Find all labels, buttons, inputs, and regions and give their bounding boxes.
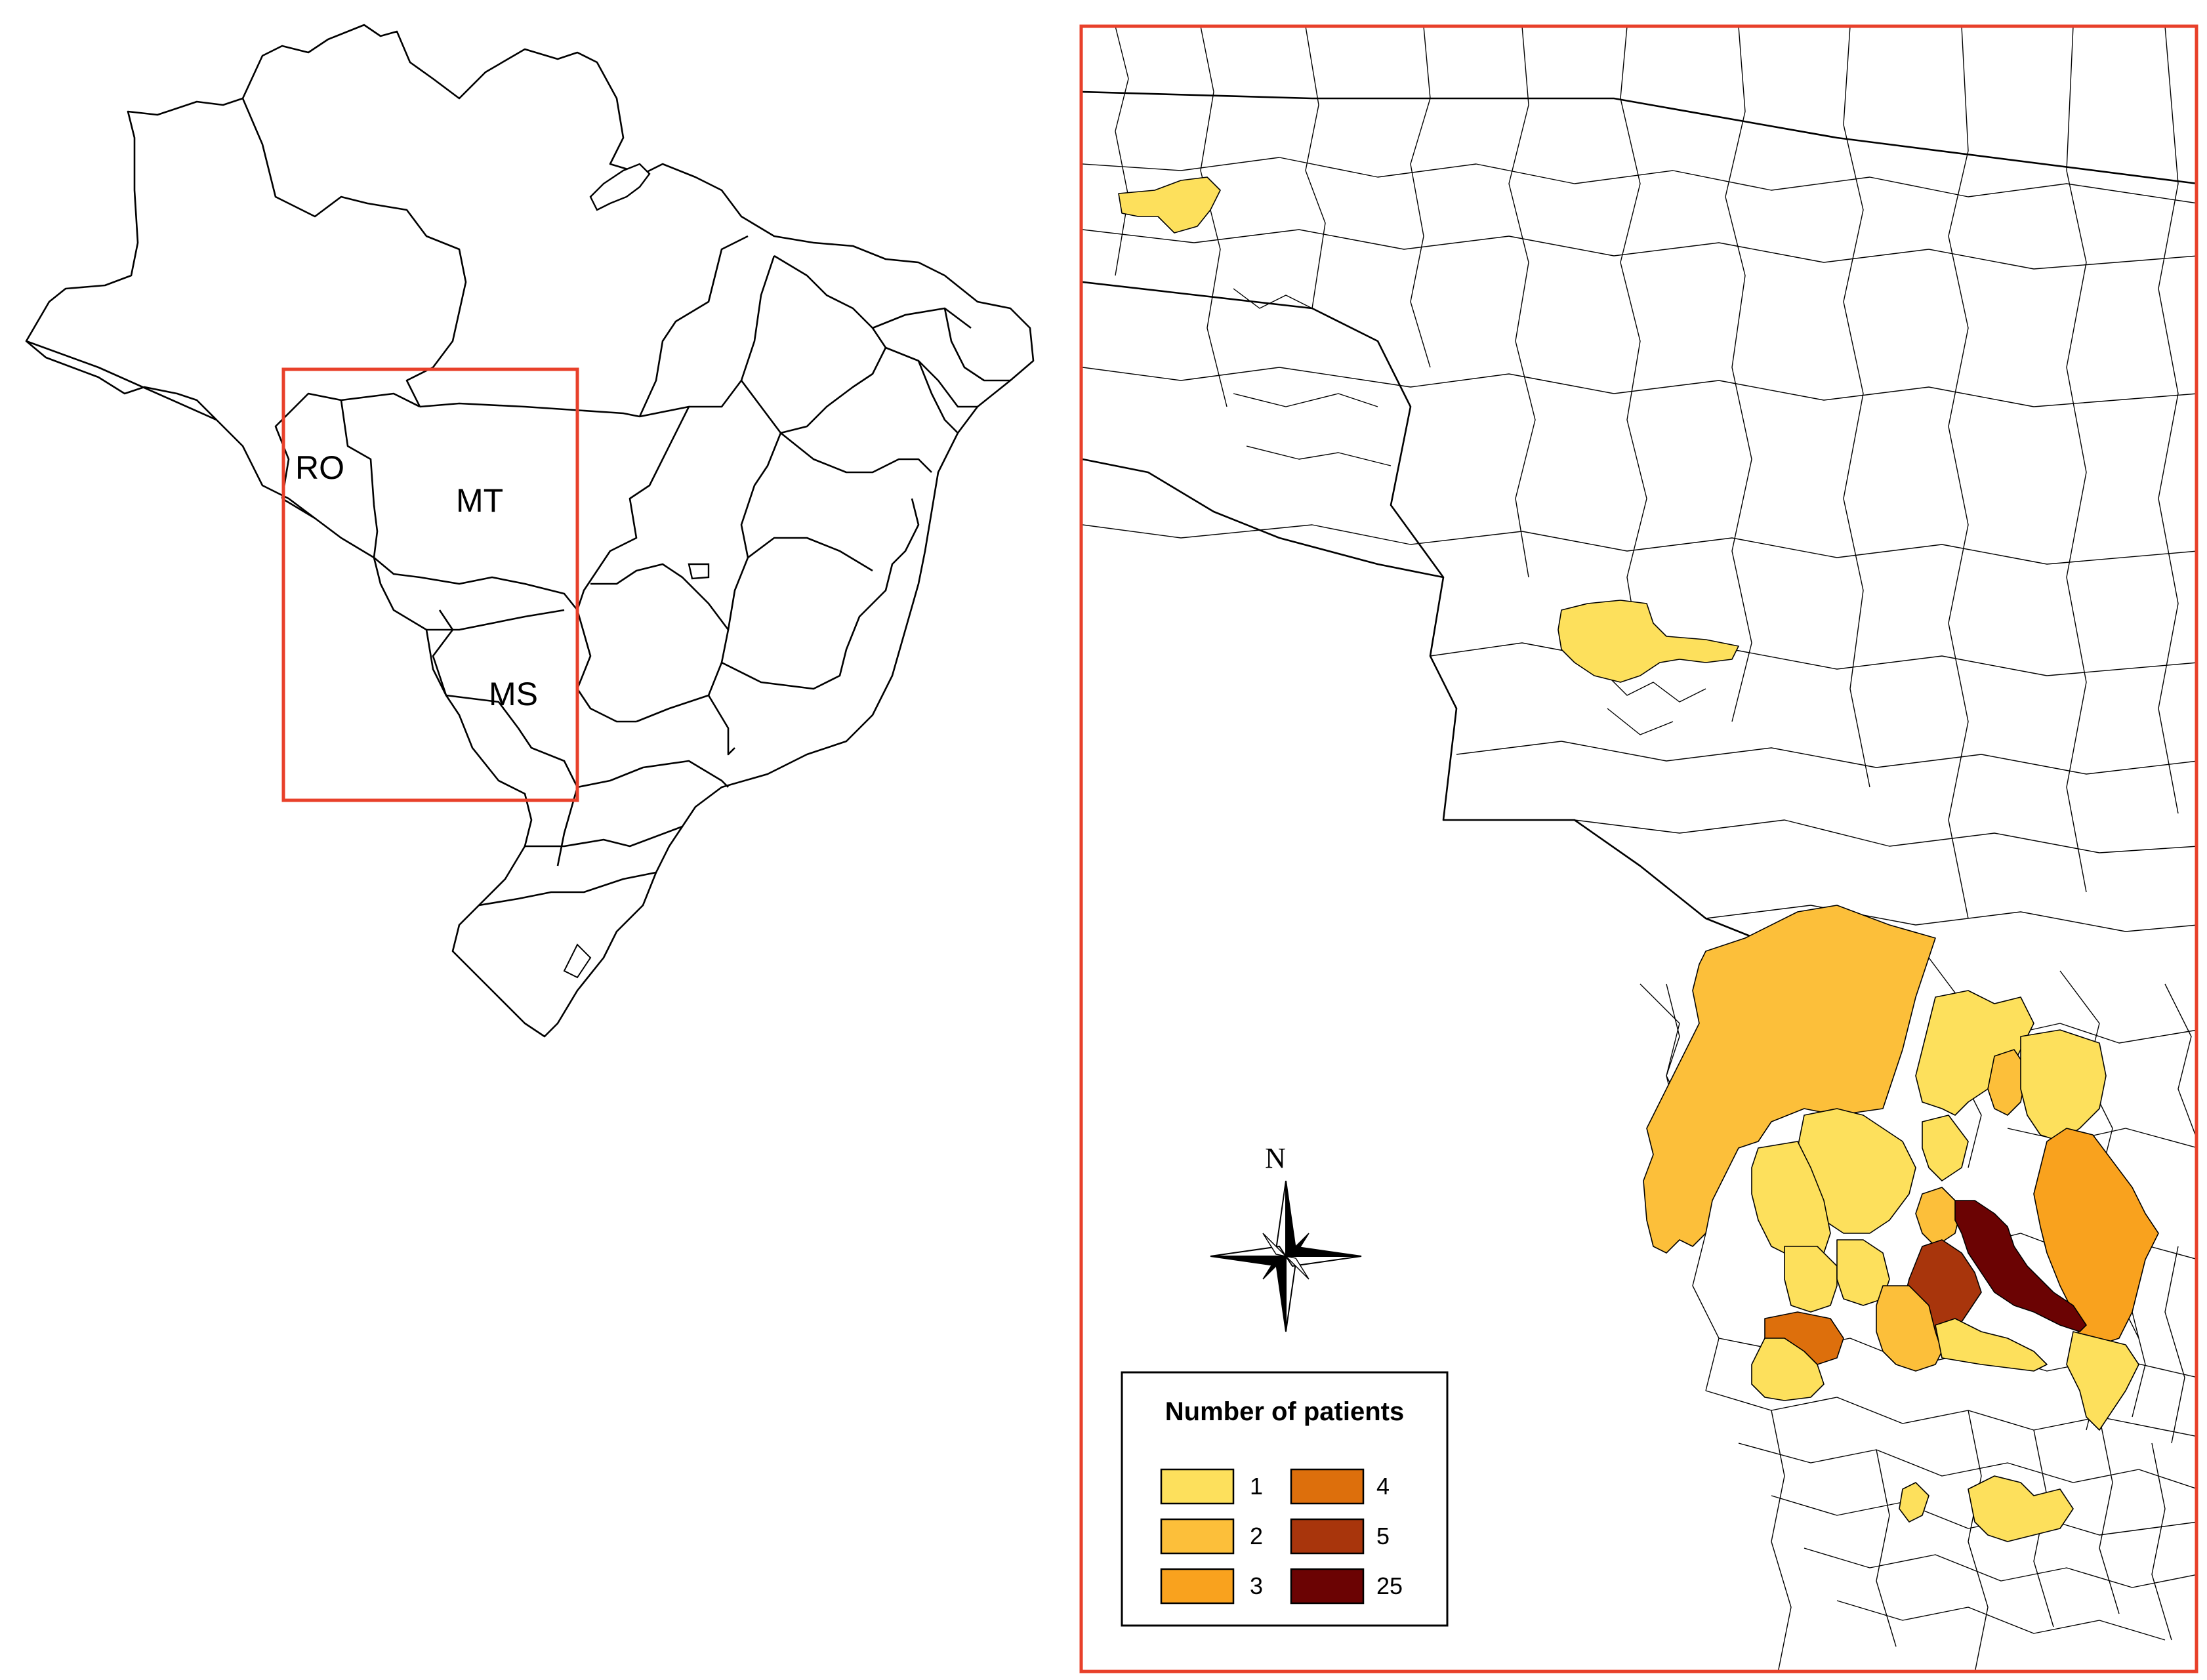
- legend-item: 2: [1160, 1518, 1263, 1555]
- municipality-1-south-a: [1784, 1246, 1838, 1313]
- municipality-1-north: [1118, 176, 1221, 234]
- state-borders: [26, 98, 1010, 907]
- brazil-outline: [25, 24, 1035, 1038]
- overview-study-area-box: [281, 367, 579, 802]
- legend-item: 1: [1160, 1468, 1263, 1505]
- legend-label: 5: [1376, 1523, 1390, 1549]
- legend-swatch: [1160, 1568, 1235, 1605]
- municipality-1-central: [1557, 600, 1739, 683]
- legend-item: 25: [1290, 1568, 1403, 1605]
- legend-label: 25: [1376, 1572, 1403, 1599]
- north-arrow: N: [1210, 1142, 1362, 1332]
- municipality-1-east-b: [2020, 1029, 2107, 1142]
- municipality-1-south-e: [2066, 1331, 2139, 1431]
- colored-municipalities: [1118, 176, 2159, 1542]
- detail-municipality-map: N Number of patients 1 2: [1079, 24, 2198, 1673]
- legend-label: 4: [1376, 1473, 1390, 1500]
- legend-item: 3: [1160, 1568, 1263, 1605]
- municipality-2-south: [1876, 1285, 1943, 1372]
- legend-item: 5: [1290, 1518, 1390, 1555]
- municipality-3-east: [2033, 1128, 2159, 1345]
- legend: Number of patients 1 2 3 4 5: [1121, 1371, 1449, 1627]
- brazil-overview-map: RO MT MS: [25, 24, 1035, 1038]
- north-label: N: [1265, 1142, 1286, 1174]
- legend-swatch: [1160, 1518, 1235, 1555]
- legend-label: 1: [1250, 1473, 1263, 1500]
- municipality-2-east: [1987, 1049, 2028, 1116]
- municipality-boundaries: [1083, 26, 2198, 1673]
- legend-swatch: [1160, 1468, 1235, 1505]
- legend-label: 2: [1250, 1523, 1263, 1549]
- detail-map-frame: [1079, 24, 2198, 1673]
- legend-swatch: [1290, 1568, 1365, 1605]
- municipality-1-south-f: [1899, 1482, 1929, 1523]
- municipality-1-south-d: [1751, 1338, 1825, 1401]
- municipality-1-center-c: [1922, 1115, 1969, 1181]
- municipality-2-center: [1915, 1187, 1962, 1247]
- legend-label: 3: [1250, 1572, 1263, 1599]
- legend-swatch: [1290, 1518, 1365, 1555]
- legend-title: Number of patients: [1165, 1397, 1404, 1426]
- municipality-1-south-g: [1968, 1475, 2074, 1542]
- state-label-mt: MT: [456, 482, 503, 519]
- legend-swatch: [1290, 1468, 1365, 1505]
- legend-item: 4: [1290, 1468, 1390, 1505]
- municipality-1-south-c: [1935, 1318, 2048, 1372]
- municipality-25: [1954, 1200, 2087, 1332]
- municipality-2-large: [1643, 905, 1936, 1254]
- state-label-ro: RO: [295, 449, 344, 486]
- state-label-ms: MS: [489, 676, 538, 712]
